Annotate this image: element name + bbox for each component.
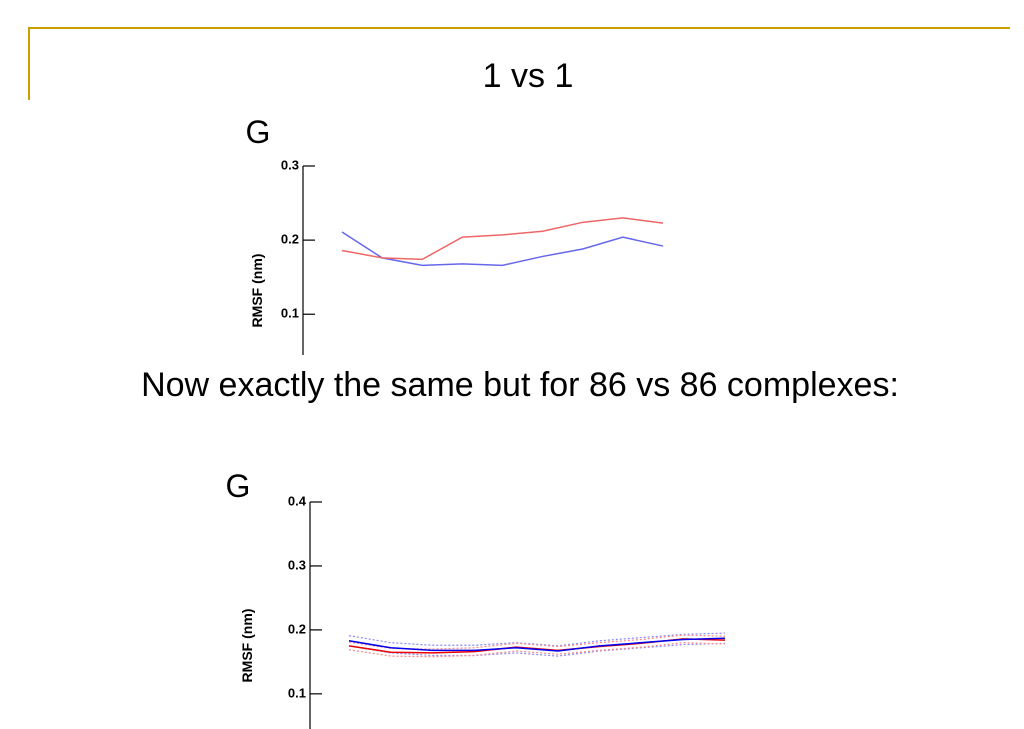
- slide-text: Now exactly the same but for 86 vs 86 co…: [141, 366, 899, 404]
- data-line: [348, 642, 726, 658]
- y-axis-label: RMSF (nm): [249, 254, 265, 328]
- panel-label: G: [246, 114, 271, 150]
- data-line: [348, 632, 726, 647]
- data-line: [341, 231, 664, 267]
- data-line: [348, 634, 726, 650]
- y-tick-label: 0.2: [281, 232, 299, 247]
- y-tick-label: 0.2: [288, 621, 306, 636]
- slide-title: 1 vs 1: [483, 57, 574, 95]
- y-tick-label: 0.1: [281, 306, 299, 321]
- y-tick-label: 0.3: [288, 557, 306, 572]
- y-tick-label: 0.1: [288, 685, 306, 700]
- data-line: [341, 217, 664, 261]
- data-line: [348, 642, 726, 657]
- y-tick-label: 0.4: [288, 493, 307, 508]
- y-tick-label: 0.3: [281, 157, 299, 172]
- y-axis-label: RMSF (nm): [239, 609, 255, 683]
- data-line: [348, 637, 726, 652]
- panel-label: G: [226, 468, 251, 504]
